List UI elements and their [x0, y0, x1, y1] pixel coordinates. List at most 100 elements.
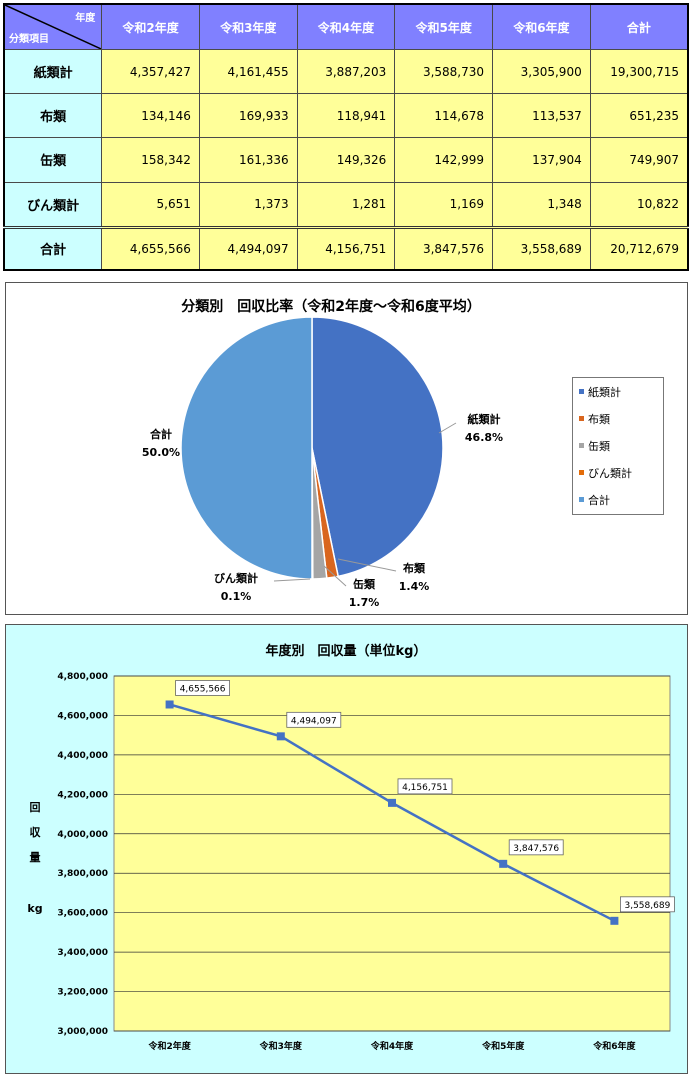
- table-cell: 651,235: [589, 93, 689, 139]
- table-cell: 1,281: [296, 181, 396, 228]
- pie-slice-0: [311, 316, 444, 578]
- data-point: [388, 798, 396, 807]
- line-chart-title: 年度別 回収量（単位kg）: [266, 643, 427, 659]
- line-chart-panel: 年度別 回収量（単位kg） 3,000,000 3,200,000 3,400,00…: [5, 624, 688, 1074]
- data-label: 3,847,576: [513, 844, 559, 854]
- table-cell: 3,305,900: [492, 48, 591, 95]
- table-cell: 20,712,679: [589, 225, 689, 271]
- table-cell: 4,156,751: [296, 225, 396, 271]
- y-tick-label: 3,200,000: [57, 988, 108, 998]
- pie-slice-percent: 0.1%: [221, 590, 252, 603]
- y-axis-label: 回: [30, 800, 41, 814]
- pie-slice-name: 合計: [150, 427, 172, 441]
- column-header: 令和2年度: [101, 3, 200, 50]
- pie-legend: 紙類計 布類 缶類 びん類計 合計: [572, 377, 664, 515]
- table-cell: 1,169: [394, 181, 494, 228]
- pie-leader-line: [337, 558, 397, 572]
- y-tick-label: 4,000,000: [57, 830, 108, 840]
- table-cell: 1,348: [492, 181, 591, 228]
- y-tick-label: 4,600,000: [57, 711, 108, 721]
- table-row: びん類計 5,651 1,373 1,281 1,169 1,348 10,82…: [3, 181, 689, 228]
- table-header-row: 年度 分類項目 令和2年度 令和3年度 令和4年度 令和5年度 令和6年度 合計: [3, 3, 689, 50]
- column-header: 合計: [589, 3, 689, 50]
- table-cell: 3,887,203: [296, 48, 396, 95]
- data-label-box: [175, 680, 231, 696]
- pie-slice-percent: 1.7%: [349, 596, 380, 609]
- table-cell: 749,907: [589, 137, 689, 183]
- table-cell: 137,904: [492, 137, 591, 183]
- pie-chart-panel: 分類別 回収比率（令和2年度～令和6度平均） 紙類計 46.8% 布類 1.4% 缶類 1…: [5, 282, 688, 615]
- y-axis-label: kg: [27, 902, 42, 915]
- recycling-table: 年度 分類項目 令和2年度 令和3年度 令和4年度 令和5年度 令和6年度 合計…: [3, 3, 689, 271]
- x-tick-label: 令和3年度: [259, 1040, 303, 1052]
- legend-item: 合計: [573, 486, 663, 513]
- pie-chart-title: 分類別 回収比率（令和2年度～令和6度平均）: [181, 298, 480, 315]
- corner-header: 年度 分類項目: [3, 3, 103, 50]
- table-cell: 10,822: [589, 181, 689, 228]
- legend-swatch: [579, 443, 584, 448]
- table-cell: 118,941: [296, 93, 396, 139]
- table-cell: 19,300,715: [589, 48, 689, 95]
- column-header: 令和3年度: [198, 3, 298, 50]
- pie-slice-name: 紙類計: [468, 412, 501, 426]
- table-cell: 5,651: [101, 181, 200, 228]
- line-chart: 年度別 回収量（単位kg） 3,000,000 3,200,000 3,400,00…: [27, 643, 675, 1052]
- data-label: 3,558,689: [624, 901, 670, 911]
- plot-area: [113, 675, 671, 1032]
- data-label-box: [508, 839, 564, 856]
- pie-slice-percent: 50.0%: [142, 446, 180, 459]
- table-cell: 149,326: [296, 137, 396, 183]
- column-header: 令和6年度: [492, 3, 591, 50]
- legend-label: 合計: [588, 493, 610, 507]
- legend-swatch: [579, 416, 584, 421]
- legend-label: びん類計: [588, 466, 632, 480]
- legend-item: 缶類: [573, 432, 663, 459]
- table-cell: 3,558,689: [492, 225, 591, 271]
- data-point: [165, 700, 174, 709]
- table-row: 缶類 158,342 161,336 149,326 142,999 137,9…: [3, 137, 689, 183]
- corner-category-label: 分類項目: [9, 34, 49, 45]
- pie-chart: 分類別 回収比率（令和2年度～令和6度平均） 紙類計 46.8% 布類 1.4% 缶類 1…: [142, 298, 503, 609]
- pie-slice-percent: 1.4%: [399, 580, 430, 593]
- table-row: 布類 134,146 169,933 118,941 114,678 113,5…: [3, 93, 689, 139]
- legend-label: 缶類: [588, 439, 610, 453]
- data-point: [276, 732, 285, 741]
- total-row-label: 合計: [3, 225, 103, 271]
- table-cell: 3,588,730: [394, 48, 494, 95]
- pie-leader-line: [323, 565, 347, 587]
- y-axis-label: 量: [30, 851, 41, 864]
- y-tick-label: 3,000,000: [57, 1027, 108, 1037]
- legend-swatch: [579, 470, 584, 475]
- legend-item: 布類: [573, 405, 663, 432]
- pie-slice-percent: 46.8%: [465, 431, 503, 444]
- table-cell: 4,655,566: [101, 225, 200, 271]
- legend-label: 布類: [588, 412, 610, 426]
- data-point: [610, 916, 619, 925]
- corner-diagonal: [5, 5, 101, 49]
- table-cell: 114,678: [394, 93, 494, 139]
- row-label: 布類: [3, 93, 103, 139]
- x-tick-label: 令和6年度: [592, 1040, 636, 1052]
- y-tick-label: 4,200,000: [57, 790, 108, 800]
- x-tick-label: 令和5年度: [481, 1040, 525, 1052]
- pie-slice-name: 缶類: [353, 577, 376, 591]
- y-tick-label: 3,600,000: [57, 909, 108, 919]
- table-cell: 4,494,097: [198, 225, 298, 271]
- row-label: 缶類: [3, 137, 103, 183]
- data-label: 4,494,097: [291, 716, 337, 726]
- table-cell: 158,342: [101, 137, 200, 183]
- pie-slice-4: [180, 316, 313, 580]
- table-cell: 4,357,427: [101, 48, 200, 95]
- x-tick-label: 令和4年度: [370, 1040, 414, 1052]
- data-point: [499, 859, 508, 868]
- table-cell: 4,161,455: [198, 48, 298, 95]
- table-cell: 169,933: [198, 93, 298, 139]
- data-label-box: [620, 896, 675, 913]
- row-label: びん類計: [3, 181, 103, 228]
- total-row: 合計 4,655,566 4,494,097 4,156,751 3,847,5…: [3, 225, 689, 271]
- data-label: 4,156,751: [402, 783, 448, 793]
- table-cell: 3,847,576: [394, 225, 494, 271]
- y-axis-label: 収: [30, 826, 42, 839]
- y-tick-label: 3,400,000: [57, 948, 108, 958]
- corner-year-label: 年度: [75, 13, 96, 24]
